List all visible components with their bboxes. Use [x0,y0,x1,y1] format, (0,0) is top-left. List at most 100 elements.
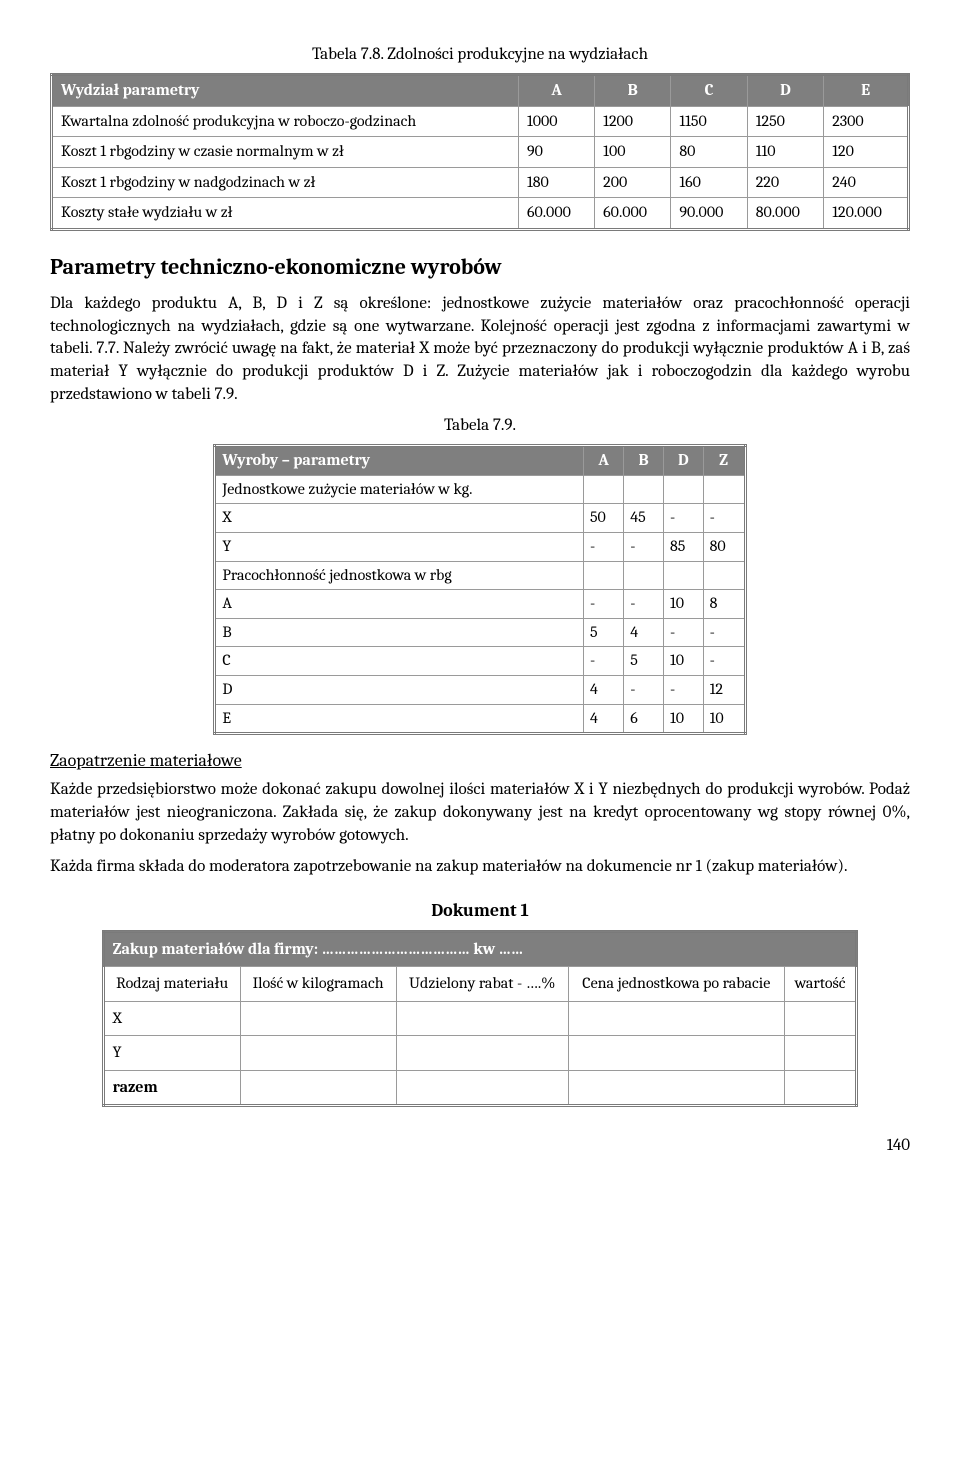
t79-g1r1-d: 85 [664,533,704,562]
t79-blank [703,561,745,590]
t78-r1-a: 90 [518,137,594,168]
t79-g2r4-l: E [215,704,584,734]
t79-g1r0-a: 50 [583,504,623,533]
tdoc-blank [568,1036,784,1071]
t79-g2r2-z: - [703,647,745,676]
t79-g1r1-b: - [624,533,664,562]
page-number: 140 [50,1135,910,1158]
supply-para2: Każda firma składa do moderatora zapotrz… [50,856,910,879]
tdoc-r2: razem [103,1070,240,1106]
t78-r1-e: 120 [824,137,909,168]
t78-h3: C [671,74,747,106]
t79-g2r1-b: 4 [624,618,664,647]
tdoc-c4: wartość [784,967,857,1002]
t78-h4: D [747,74,824,106]
t79-g1r1-a: - [583,533,623,562]
tdoc-blank [784,1070,857,1106]
t79-g2r0-b: - [624,590,664,619]
t78-r1-b: 100 [595,137,671,168]
t79-g2r1-l: B [215,618,584,647]
t79-g2r0-a: - [583,590,623,619]
t79-g2r2-l: C [215,647,584,676]
tdoc-c1: Ilość w kilogramach [240,967,396,1002]
t78-r3-e: 120.000 [824,198,909,230]
t78-r3-b: 60.000 [595,198,671,230]
t78-r3-c: 90.000 [671,198,747,230]
t79-g2r1-z: - [703,618,745,647]
t78-r0-c: 1150 [671,106,747,137]
t78-r1-label: Koszt 1 rbgodziny w czasie normalnym w z… [52,137,519,168]
t79-blank [664,561,704,590]
t78-r3-label: Koszty stałe wydziału w zł [52,198,519,230]
tdoc-blank [396,1070,568,1106]
tdoc-blank [568,1001,784,1036]
supply-subhead: Zaopatrzenie materiałowe [50,749,910,773]
t78-r0-label: Kwartalna zdolność produkcyjna w roboczo… [52,106,519,137]
t79-g2r4-b: 6 [624,704,664,734]
t78-h0: Wydział parametry [52,74,519,106]
t78-r2-c: 160 [671,167,747,198]
table-7-8-caption: Tabela 7.8. Zdolności produkcyjne na wyd… [50,44,910,67]
t79-g2-label: Pracochłonność jednostkowa w rbg [215,561,584,590]
t79-g2r2-d: 10 [664,647,704,676]
section-params-para: Dla każdego produktu A, B, D i Z są okre… [50,293,910,408]
t79-blank [583,475,623,504]
t79-g2r4-d: 10 [664,704,704,734]
tdoc-blank [784,1036,857,1071]
tdoc-blank [240,1070,396,1106]
t79-g1-label: Jednostkowe zużycie materiałów w kg. [215,475,584,504]
t79-blank [624,561,664,590]
t79-g2r2-b: 5 [624,647,664,676]
t78-h5: E [824,74,909,106]
t78-r1-c: 80 [671,137,747,168]
tdoc-blank [396,1001,568,1036]
t79-blank [703,475,745,504]
t79-g2r1-a: 5 [583,618,623,647]
t79-g2r1-d: - [664,618,704,647]
tdoc-header: Zakup materiałów dla firmy: ………………………………… [103,931,857,967]
table-document-1: Zakup materiałów dla firmy: ………………………………… [102,930,859,1108]
t78-r2-label: Koszt 1 rbgodziny w nadgodzinach w zł [52,167,519,198]
t79-g2r4-z: 10 [703,704,745,734]
t78-r1-d: 110 [747,137,824,168]
t79-g2r3-a: 4 [583,675,623,704]
tdoc-blank [396,1036,568,1071]
t79-g1r0-b: 45 [624,504,664,533]
table-7-8: Wydział parametry A B C D E Kwartalna zd… [50,73,910,231]
t78-r0-b: 1200 [595,106,671,137]
tdoc-blank [784,1001,857,1036]
t79-h3: D [664,446,704,476]
t79-g2r0-d: 10 [664,590,704,619]
t78-r0-a: 1000 [518,106,594,137]
t79-h0: Wyroby – parametry [215,446,584,476]
tdoc-blank [240,1001,396,1036]
t78-r2-a: 180 [518,167,594,198]
t79-g1r0-z: - [703,504,745,533]
t79-g1r1-l: Y [215,533,584,562]
t79-g1r0-l: X [215,504,584,533]
document-1-title: Dokument 1 [50,899,910,923]
t79-blank [624,475,664,504]
table-7-9: Wyroby – parametry A B D Z Jednostkowe z… [213,444,746,735]
t78-r3-d: 80.000 [747,198,824,230]
t79-g2r3-d: - [664,675,704,704]
t78-h2: B [595,74,671,106]
tdoc-c0: Rodzaj materiału [103,967,240,1002]
t79-blank [664,475,704,504]
t79-h4: Z [703,446,745,476]
t79-g1r1-z: 80 [703,533,745,562]
t78-r2-e: 240 [824,167,909,198]
t79-g2r3-z: 12 [703,675,745,704]
t79-g2r4-a: 4 [583,704,623,734]
t79-g2r0-z: 8 [703,590,745,619]
tdoc-r1: Y [103,1036,240,1071]
t79-g2r3-b: - [624,675,664,704]
tdoc-blank [568,1070,784,1106]
tdoc-c2: Udzielony rabat - ….% [396,967,568,1002]
tdoc-c3: Cena jednostkowa po rabacie [568,967,784,1002]
supply-para1: Każde przedsiębiorstwo może dokonać zaku… [50,779,910,848]
t79-g1r0-d: - [664,504,704,533]
t78-r3-a: 60.000 [518,198,594,230]
tdoc-r0: X [103,1001,240,1036]
t79-g2r3-l: D [215,675,584,704]
